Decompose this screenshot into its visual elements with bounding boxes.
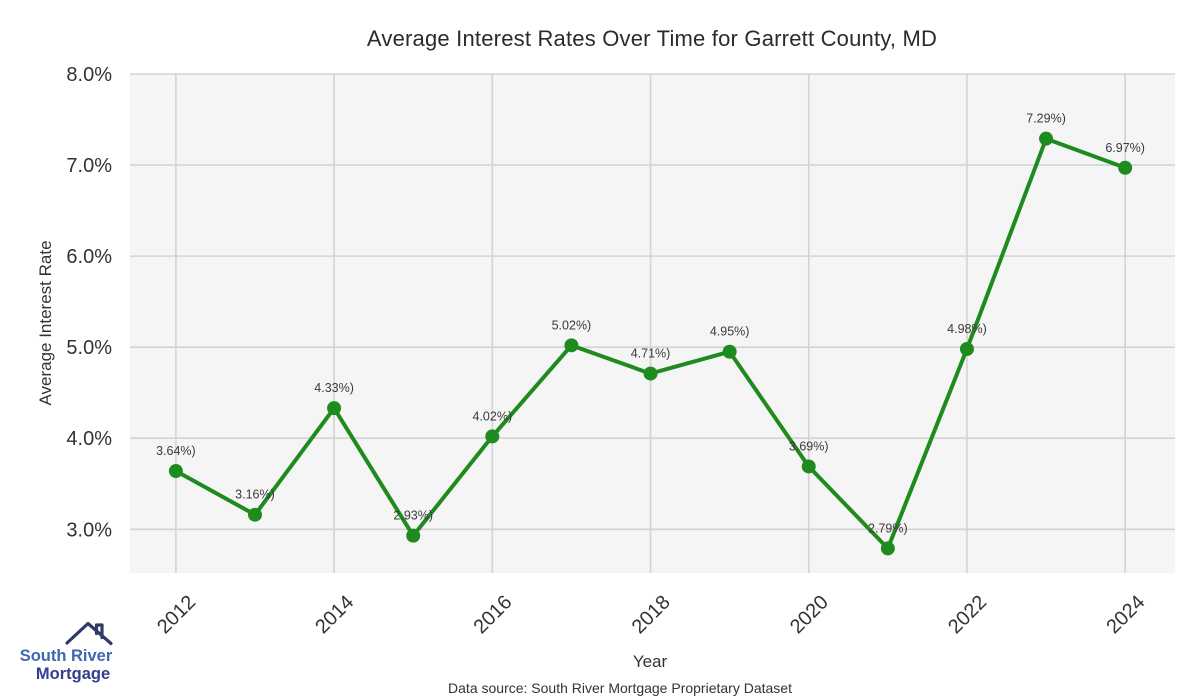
data-point-marker — [247, 507, 262, 522]
data-point-label: 4.95%) — [710, 325, 750, 339]
data-point-marker — [564, 338, 579, 353]
y-tick-label: 8.0% — [66, 64, 112, 86]
data-point-marker — [643, 366, 658, 381]
x-tick-label: 2022 — [944, 591, 991, 638]
data-point-label: 4.33%) — [314, 381, 354, 395]
x-tick-label: 2020 — [786, 591, 833, 638]
logo-text-mortgage: Mortgage — [36, 665, 110, 683]
data-point-marker — [880, 541, 895, 556]
x-axis-title: Year — [632, 652, 668, 671]
x-tick-label: 2024 — [1102, 591, 1149, 638]
chart-title: Average Interest Rates Over Time for Gar… — [366, 26, 938, 51]
x-tick-label: 2016 — [470, 591, 517, 638]
y-tick-label: 3.0% — [66, 519, 112, 541]
logo-text-south-river: South River — [20, 647, 113, 665]
data-point-marker — [1039, 131, 1054, 146]
y-tick-label: 5.0% — [66, 337, 112, 359]
data-point-marker — [801, 459, 816, 474]
plot-panel — [130, 74, 1175, 573]
south-river-mortgage-logo: South River Mortgage — [20, 621, 113, 683]
data-point-label: 2.79%) — [868, 521, 908, 535]
data-point-label: 6.97%) — [1105, 141, 1145, 155]
data-point-label: 5.02%) — [552, 318, 592, 332]
data-point-marker — [327, 401, 342, 416]
data-point-label: 4.71%) — [631, 347, 671, 361]
data-point-marker — [959, 341, 974, 356]
data-point-label: 4.98%) — [947, 322, 987, 336]
data-point-label: 3.64%) — [156, 444, 196, 458]
data-point-marker — [406, 528, 421, 543]
data-point-marker — [1118, 160, 1133, 175]
data-point-label: 7.29%) — [1026, 112, 1066, 126]
data-point-label: 3.69%) — [789, 439, 829, 453]
x-tick-label: 2012 — [153, 591, 200, 638]
y-tick-label: 4.0% — [66, 428, 112, 450]
data-point-label: 4.02%) — [473, 409, 513, 423]
x-tick-label: 2018 — [628, 591, 675, 638]
house-roof-icon — [65, 621, 113, 646]
y-tick-label: 6.0% — [66, 246, 112, 268]
x-tick-label: 2014 — [311, 591, 358, 638]
data-point-marker — [168, 464, 183, 479]
data-point-label: 2.93%) — [393, 509, 433, 523]
data-point-marker — [722, 344, 737, 359]
data-source-note: Data source: South River Mortgage Propri… — [448, 680, 792, 696]
y-tick-label: 7.0% — [66, 155, 112, 177]
data-point-label: 3.16%) — [235, 488, 275, 502]
data-point-marker — [485, 429, 500, 444]
